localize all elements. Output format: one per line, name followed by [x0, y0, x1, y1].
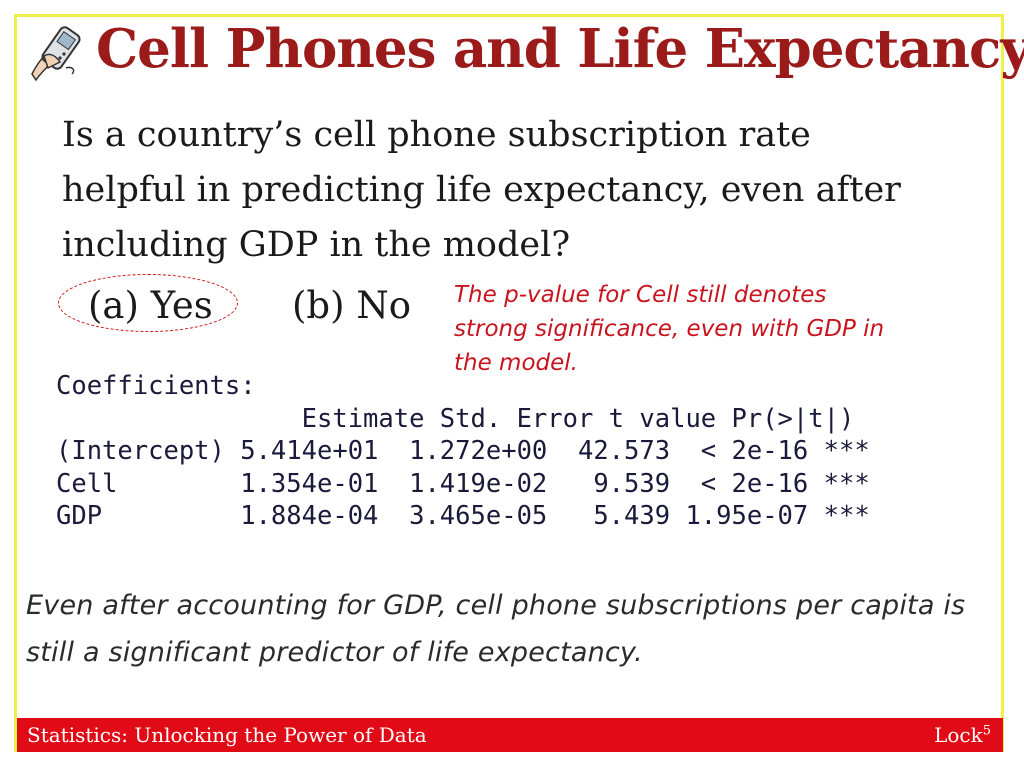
footer-author-name: Lock	[934, 723, 983, 747]
regression-output-line: Estimate Std. Error t value Pr(>|t|)	[56, 403, 855, 434]
conclusion-text: Even after accounting for GDP, cell phon…	[26, 590, 966, 668]
footer-course-title: Statistics: Unlocking the Power of Data	[27, 723, 427, 747]
slide-title: Cell Phones and Life Expectancy	[96, 18, 1024, 80]
choice-b: (b) No	[292, 284, 411, 327]
annotation-note: The p-value for Cell still denotes stron…	[454, 282, 885, 376]
footer-author-sup: 5	[982, 723, 991, 739]
regression-output-line: Coefficients:	[56, 371, 256, 401]
regression-output: Coefficients: Estimate Std. Error t valu…	[56, 370, 870, 533]
footer-author: Lock5	[934, 723, 991, 747]
footer-bar: Statistics: Unlocking the Power of Data …	[17, 718, 1003, 752]
regression-output-line: GDP 1.884e-04 3.465e-05 5.439 1.95e-07 *…	[56, 501, 870, 531]
choice-a: (a) Yes	[88, 284, 213, 327]
regression-output-line: (Intercept) 5.414e+01 1.272e+00 42.573 <…	[56, 436, 870, 466]
selected-answer-highlight	[58, 274, 238, 332]
cell-phone-in-hand-icon	[31, 26, 81, 82]
question-text: Is a country’s cell phone subscription r…	[62, 115, 901, 265]
regression-output-line: Cell 1.354e-01 1.419e-02 9.539 < 2e-16 *…	[56, 468, 870, 499]
